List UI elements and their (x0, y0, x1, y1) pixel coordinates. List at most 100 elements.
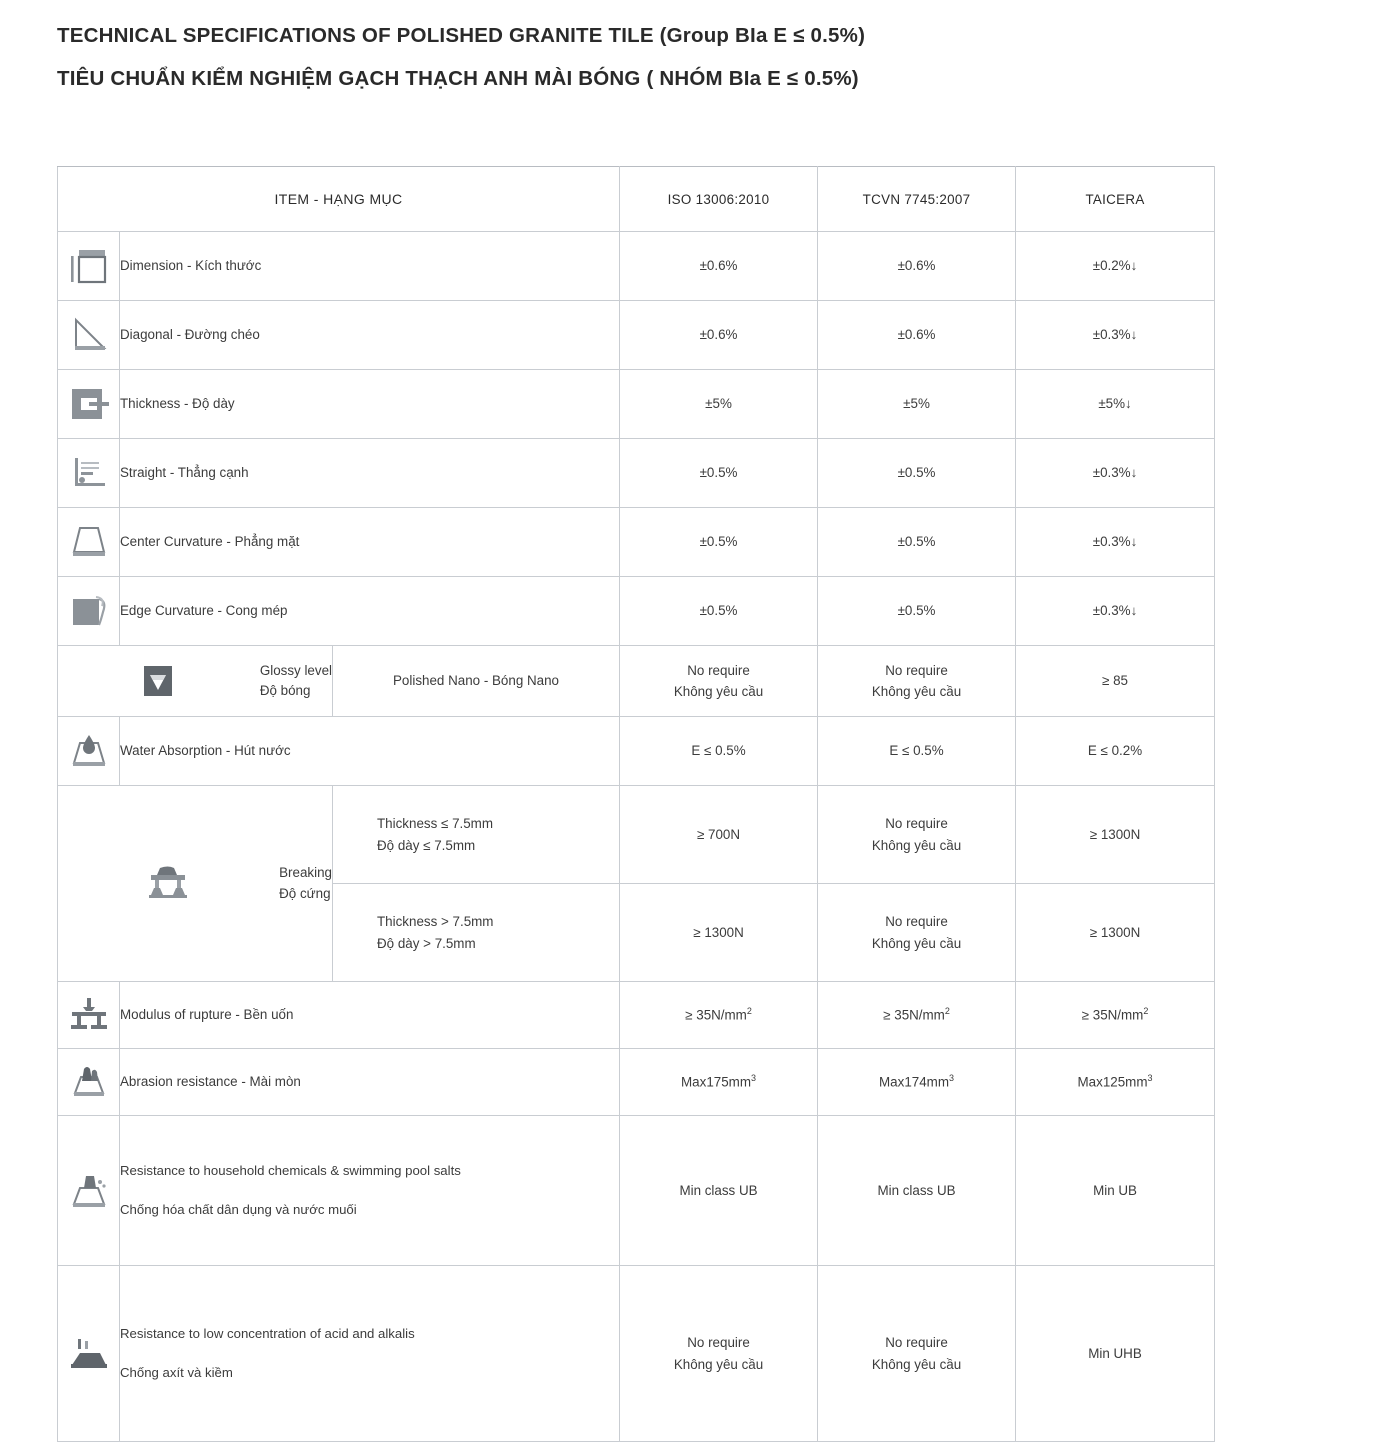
edge-curvature-icon-cell (57, 576, 120, 646)
value-taicera: ≥ 1300N (1015, 785, 1216, 884)
value-taicera: E ≤ 0.2% (1015, 716, 1216, 786)
value-iso: ±0.5% (619, 576, 819, 646)
value-tcvn: No require Không yêu cầu (817, 645, 1017, 717)
straight-icon-cell (57, 438, 120, 508)
technical-specifications-table: ITEM - HẠNG MỤC ISO 13006:2010 TCVN 7745… (56, 166, 1216, 1442)
value-taicera: ±0.3%↓ (1015, 507, 1216, 577)
value-tcvn: No require Không yêu cầu (817, 883, 1017, 982)
glossy-label-cell: Glossy level Độ bóng (57, 645, 333, 717)
table-row: Straight - Thẳng cạnh ±0.5% ±0.5% ±0.3%↓ (57, 438, 1216, 508)
row-label: Dimension - Kích thước (118, 231, 621, 301)
value-iso: ±0.5% (619, 438, 819, 508)
acid-resistance-label: Resistance to low concentration of acid … (118, 1265, 621, 1442)
value-iso: Max175mm3 (619, 1048, 819, 1116)
value-tcvn: No require Không yêu cầu (817, 1265, 1017, 1442)
breaking-thickness-condition: Thickness ≤ 7.5mm Độ dày ≤ 7.5mm (331, 785, 621, 884)
center-curvature-icon-cell (57, 507, 120, 577)
table-row: Resistance to low concentration of acid … (57, 1265, 1216, 1442)
breaking-label-vi: Độ cứng (279, 885, 331, 901)
value-taicera: Max125mm3 (1015, 1048, 1216, 1116)
chemical-resistance-icon (72, 1175, 106, 1207)
value-iso: ±0.5% (619, 507, 819, 577)
row-label: Straight - Thẳng cạnh (118, 438, 621, 508)
table-header-row: ITEM - HẠNG MỤC ISO 13006:2010 TCVN 7745… (56, 166, 1216, 232)
chemical-label-en: Resistance to household chemicals & swim… (120, 1163, 461, 1179)
table-row: Thickness > 7.5mm Độ dày > 7.5mm ≥ 1300N… (58, 883, 1216, 982)
value-tcvn: ±0.6% (817, 231, 1017, 301)
value-iso: Min class UB (619, 1115, 819, 1266)
value-iso: ±0.6% (619, 300, 819, 370)
row-label: Abrasion resistance - Mài mòn (118, 1048, 621, 1116)
value-tcvn: ±0.5% (817, 438, 1017, 508)
column-header-iso: ISO 13006:2010 (619, 166, 819, 232)
row-label: Diagonal - Đường chéo (118, 300, 621, 370)
table-row: Center Curvature - Phẳng mặt ±0.5% ±0.5%… (57, 507, 1216, 577)
water-absorption-icon-cell (57, 716, 120, 786)
value-taicera: ±0.3%↓ (1015, 300, 1216, 370)
breaking-strength-icon (148, 866, 187, 898)
table-row: Glossy level Độ bóng Polished Nano - Bón… (57, 645, 1216, 717)
value-tcvn: ≥ 35N/mm2 (817, 981, 1017, 1049)
value-tcvn: ±0.5% (817, 507, 1017, 577)
table-row: Modulus of rupture - Bền uốn ≥ 35N/mm2 ≥… (57, 981, 1216, 1049)
modulus-rupture-icon-cell (57, 981, 120, 1049)
acid-label-en: Resistance to low concentration of acid … (120, 1326, 415, 1342)
document-titles: TECHNICAL SPECIFICATIONS OF POLISHED GRA… (57, 24, 1257, 91)
table-row: Thickness - Độ dày ±5% ±5% ±5%↓ (57, 369, 1216, 439)
abrasion-resistance-icon-cell (57, 1048, 120, 1116)
value-iso: ±5% (619, 369, 819, 439)
value-iso: No require Không yêu cầu (619, 1265, 819, 1442)
thickness-icon (71, 389, 109, 419)
page-title-vietnamese: TIÊU CHUẨN KIỂM NGHIỆM GẠCH THẠCH ANH MÀ… (57, 67, 859, 90)
value-iso: No require Không yêu cầu (619, 645, 819, 717)
acid-alkali-resistance-icon (70, 1338, 107, 1368)
row-label: Edge Curvature - Cong mép (118, 576, 621, 646)
value-taicera: ≥ 1300N (1015, 883, 1216, 982)
table-row: Water Absorption - Hút nước E ≤ 0.5% E ≤… (57, 716, 1216, 786)
value-tcvn: ±5% (817, 369, 1017, 439)
value-taicera: Min UHB (1015, 1265, 1216, 1442)
straight-icon (74, 458, 105, 486)
diagonal-icon (74, 317, 106, 350)
table-row: Dimension - Kích thước ±0.6% ±0.6% ±0.2%… (57, 231, 1216, 301)
value-taicera: ≥ 35N/mm2 (1015, 981, 1216, 1049)
glossy-subtype: Polished Nano - Bóng Nano (331, 645, 621, 717)
value-tcvn: Max174mm3 (817, 1048, 1017, 1116)
glossy-label-vi: Độ bóng (259, 683, 311, 698)
chemical-resistance-label: Resistance to household chemicals & swim… (118, 1115, 621, 1266)
value-taicera: ±0.2%↓ (1015, 231, 1216, 301)
table-row: Edge Curvature - Cong mép ±0.5% ±0.5% ±0… (57, 576, 1216, 646)
value-tcvn: No require Không yêu cầu (817, 785, 1017, 884)
value-tcvn: ±0.5% (817, 576, 1017, 646)
modulus-rupture-icon (70, 998, 107, 1029)
value-iso: E ≤ 0.5% (619, 716, 819, 786)
value-iso: ≥ 700N (619, 785, 819, 884)
glossy-label-en: Glossy level (259, 662, 332, 678)
page-title-english: TECHNICAL SPECIFICATIONS OF POLISHED GRA… (57, 24, 866, 47)
diagonal-icon-cell (57, 300, 120, 370)
column-header-item: ITEM - HẠNG MỤC (56, 166, 621, 232)
abrasion-resistance-icon (73, 1067, 104, 1096)
edge-curvature-icon (72, 596, 105, 626)
value-iso: ≥ 35N/mm2 (619, 981, 819, 1049)
chemical-label-vi: Chống hóa chất dân dụng và nước muối (120, 1202, 357, 1217)
chemical-resistance-icon-cell (57, 1115, 120, 1266)
glossy-gem-icon (143, 666, 172, 696)
value-iso: ≥ 1300N (619, 883, 819, 982)
value-iso: ±0.6% (619, 231, 819, 301)
row-label: Thickness - Độ dày (118, 369, 621, 439)
center-curvature-icon (72, 527, 105, 556)
table-row: Diagonal - Đường chéo ±0.6% ±0.6% ±0.3%↓ (57, 300, 1216, 370)
table-row: Breaking Độ cứng Thickness ≤ 7.5mm Độ dà… (57, 785, 1216, 982)
breaking-label-en: Breaking (279, 865, 332, 881)
table-row: Abrasion resistance - Mài mòn Max175mm3 … (57, 1048, 1216, 1116)
value-taicera: ±0.3%↓ (1015, 438, 1216, 508)
acid-alkali-icon-cell (57, 1265, 120, 1442)
dimension-icon (70, 250, 106, 284)
value-taicera: ≥ 85 (1015, 645, 1216, 717)
thickness-icon-cell (57, 369, 120, 439)
value-tcvn: Min class UB (817, 1115, 1017, 1266)
value-taicera: Min UB (1015, 1115, 1216, 1266)
breaking-label-cell: Breaking Độ cứng (57, 785, 333, 982)
row-label: Center Curvature - Phẳng mặt (118, 507, 621, 577)
